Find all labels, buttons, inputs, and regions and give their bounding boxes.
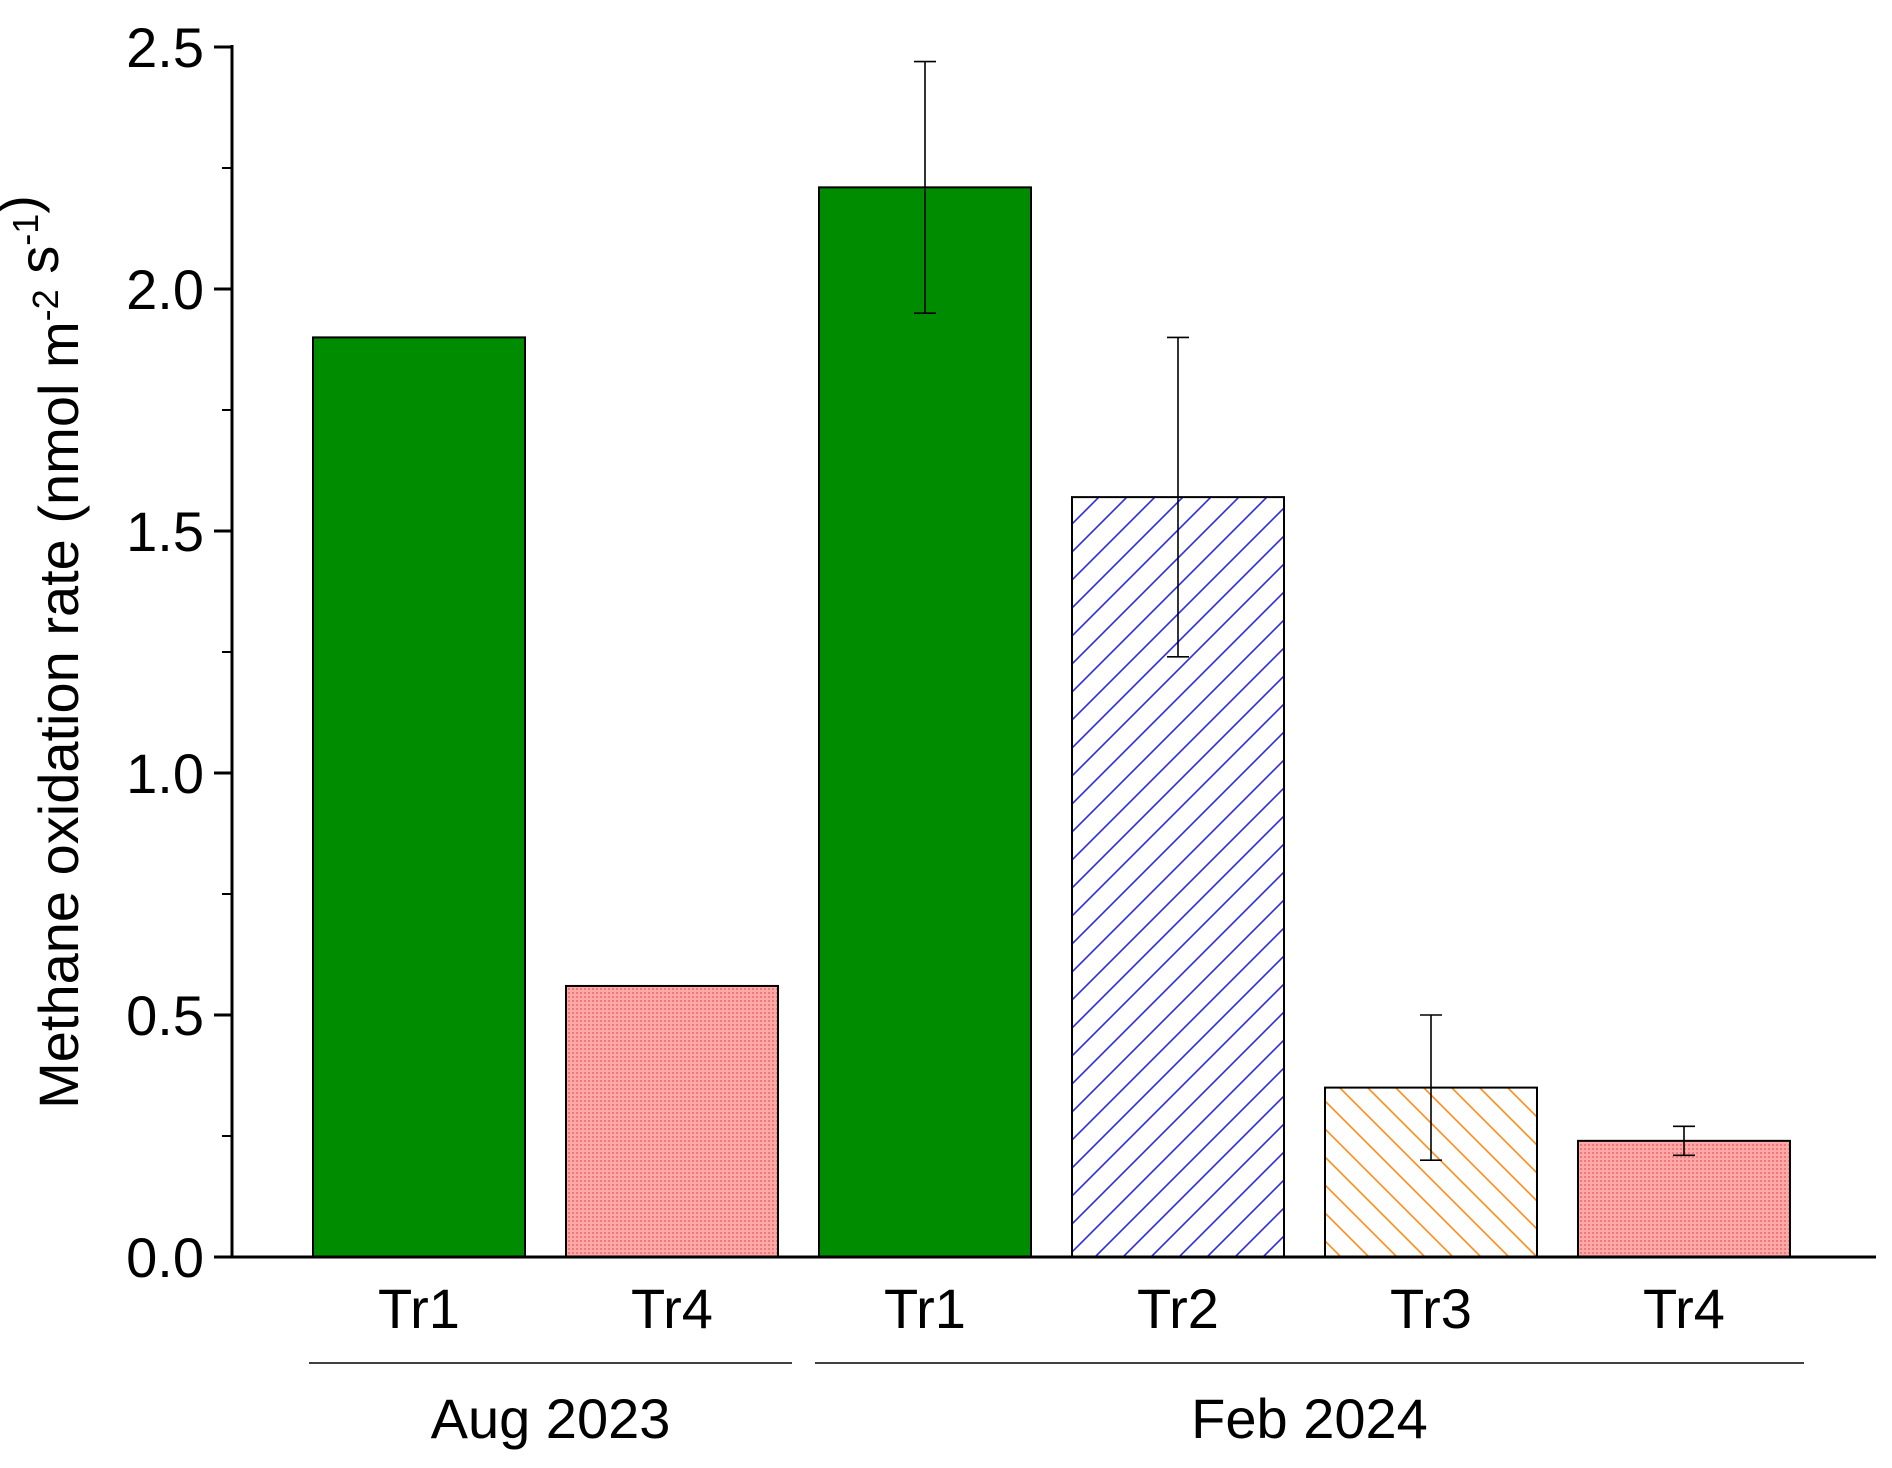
x-tick-label: Tr1 <box>378 1277 460 1340</box>
y-axis-title-part: ) <box>0 195 50 214</box>
y-tick-label: 0.5 <box>126 984 204 1047</box>
bar-tr4-feb-2024 <box>1577 1139 1791 1258</box>
y-axis-title-part: Methane oxidation rate (nmol m <box>27 321 90 1109</box>
bar-tr4-aug-2023 <box>565 984 779 1259</box>
y-tick-label: 2.0 <box>126 258 204 321</box>
bar-tr1-aug-2023 <box>312 336 526 1258</box>
error-bars-layer <box>914 60 1695 1161</box>
y-tick-label: 0.0 <box>126 1226 204 1289</box>
y-axis-title-superscript: -2 <box>25 289 66 321</box>
x-tick-label: Tr1 <box>884 1277 966 1340</box>
y-axis-title-superscript: -1 <box>5 214 46 246</box>
bars-layer <box>312 186 1791 1259</box>
group-label: Aug 2023 <box>431 1387 671 1450</box>
x-tick-label: Tr4 <box>631 1277 713 1340</box>
y-axis-title-part: s <box>7 246 70 290</box>
labels-layer: Tr1 Tr4 Tr1 Tr2 Tr3 Tr4 0.0 0.5 1.0 1.5 2.0 2.5 Meth… <box>0 16 1725 1450</box>
bar-tr1-feb-2024 <box>818 186 1032 1259</box>
y-axis-title: Methane oxidation rate (nmol m-2 s-1) <box>0 195 90 1109</box>
y-tick-label: 1.5 <box>126 500 204 563</box>
y-tick-label: 1.0 <box>126 742 204 805</box>
x-tick-label: Tr4 <box>1643 1277 1725 1340</box>
x-tick-label: Tr2 <box>1137 1277 1219 1340</box>
group-label: Feb 2024 <box>1191 1387 1428 1450</box>
y-tick-label: 2.5 <box>126 16 204 79</box>
x-tick-label: Tr3 <box>1390 1277 1472 1340</box>
axes-layer <box>214 45 1876 1364</box>
